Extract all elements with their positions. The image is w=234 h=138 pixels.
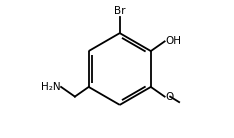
Text: O: O xyxy=(165,92,174,102)
Text: Br: Br xyxy=(114,6,125,16)
Text: H₂N: H₂N xyxy=(41,82,60,92)
Text: OH: OH xyxy=(165,36,181,46)
